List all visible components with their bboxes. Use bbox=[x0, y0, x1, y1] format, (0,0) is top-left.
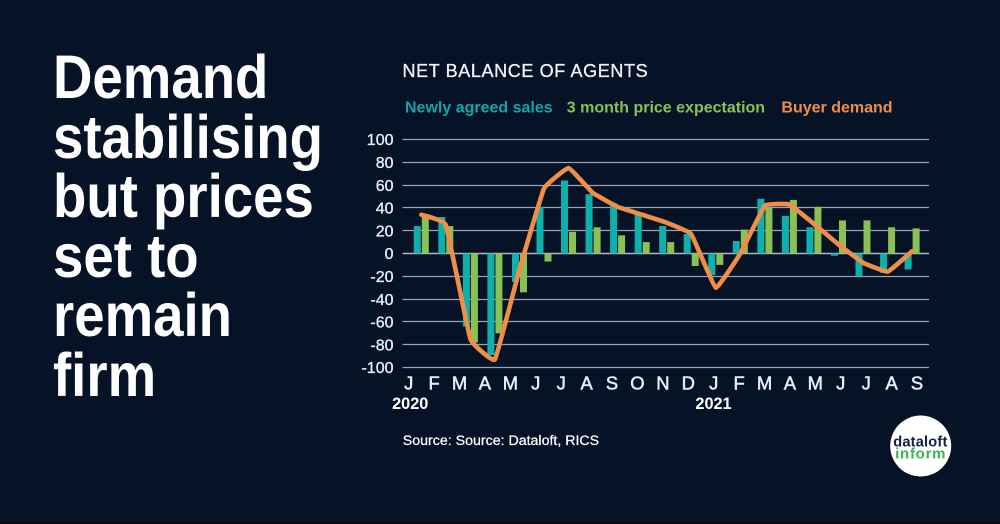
svg-text:S: S bbox=[911, 373, 923, 394]
svg-text:-20: -20 bbox=[370, 269, 393, 286]
svg-text:40: 40 bbox=[376, 201, 394, 218]
svg-text:S: S bbox=[606, 373, 618, 394]
svg-text:D: D bbox=[682, 373, 695, 394]
svg-text:NET BALANCE OF AGENTS: NET BALANCE OF AGENTS bbox=[403, 61, 649, 81]
svg-text:0: 0 bbox=[385, 246, 394, 263]
svg-text:M: M bbox=[757, 373, 772, 394]
svg-text:M: M bbox=[503, 373, 518, 394]
svg-text:J: J bbox=[557, 373, 566, 394]
svg-text:A: A bbox=[580, 373, 593, 394]
svg-text:-80: -80 bbox=[370, 337, 393, 354]
svg-text:J: J bbox=[709, 373, 718, 394]
svg-text:100: 100 bbox=[367, 132, 394, 149]
svg-text:J: J bbox=[531, 373, 540, 394]
svg-text:60: 60 bbox=[376, 178, 394, 195]
svg-text:-40: -40 bbox=[370, 292, 393, 309]
svg-text:O: O bbox=[630, 373, 644, 394]
svg-text:-100: -100 bbox=[361, 360, 393, 377]
svg-text:F: F bbox=[429, 373, 440, 394]
svg-text:N: N bbox=[656, 373, 669, 394]
svg-text:M: M bbox=[808, 373, 823, 394]
svg-text:Source: Source: Dataloft, RICS: Source: Source: Dataloft, RICS bbox=[403, 433, 599, 449]
svg-text:dataloft: dataloft bbox=[893, 434, 947, 450]
svg-text:20: 20 bbox=[376, 223, 394, 240]
svg-text:Newly agreed sales: Newly agreed sales bbox=[405, 100, 553, 117]
svg-text:M: M bbox=[452, 373, 467, 394]
svg-text:F: F bbox=[733, 373, 744, 394]
svg-text:2021: 2021 bbox=[695, 395, 731, 413]
svg-text:J: J bbox=[862, 373, 871, 394]
svg-text:A: A bbox=[885, 373, 898, 394]
svg-text:80: 80 bbox=[376, 155, 394, 172]
svg-text:Buyer demand: Buyer demand bbox=[781, 100, 892, 117]
svg-text:J: J bbox=[404, 373, 413, 394]
svg-text:-60: -60 bbox=[370, 315, 393, 332]
svg-text:3 month price expectation: 3 month price expectation bbox=[567, 100, 765, 117]
svg-text:inform: inform bbox=[895, 445, 946, 462]
svg-text:A: A bbox=[479, 373, 492, 394]
svg-text:A: A bbox=[784, 373, 797, 394]
svg-text:2020: 2020 bbox=[392, 395, 428, 413]
svg-text:J: J bbox=[836, 373, 845, 394]
